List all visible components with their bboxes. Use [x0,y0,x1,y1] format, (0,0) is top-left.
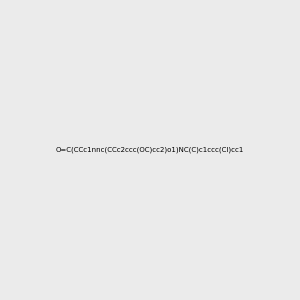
Text: O=C(CCc1nnc(CCc2ccc(OC)cc2)o1)NC(C)c1ccc(Cl)cc1: O=C(CCc1nnc(CCc2ccc(OC)cc2)o1)NC(C)c1ccc… [56,147,244,153]
